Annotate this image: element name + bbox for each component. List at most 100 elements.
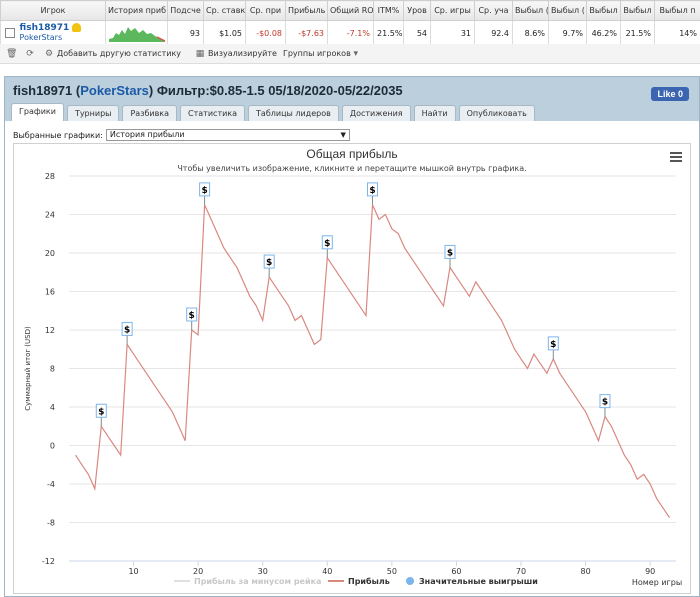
stat-cell: -$0.08 bbox=[245, 20, 286, 46]
x-tick-label: 30 bbox=[258, 567, 268, 576]
tab-6[interactable]: Найти bbox=[413, 105, 456, 121]
chart-selector-value: История прибыли bbox=[109, 130, 185, 139]
refresh-button[interactable]: ⟳ bbox=[25, 49, 38, 59]
y-tick-label: -12 bbox=[42, 557, 55, 566]
big-win-label: $ bbox=[369, 186, 375, 196]
stat-cell: 31 bbox=[430, 20, 475, 46]
y-tick-label: 4 bbox=[50, 403, 55, 412]
stat-cell: 93 bbox=[167, 20, 204, 46]
y-tick-label: 0 bbox=[50, 442, 55, 451]
chart-selector-row: Выбранные графики: История прибыли ▼ bbox=[13, 129, 350, 141]
row-checkbox[interactable] bbox=[5, 28, 15, 38]
add-stats-label: Добавить другую статистику bbox=[57, 49, 182, 58]
big-win-label: $ bbox=[447, 248, 453, 258]
column-header[interactable]: Подсче bbox=[167, 0, 204, 21]
big-win-flag[interactable] bbox=[186, 307, 198, 322]
column-header[interactable]: Ср. уча bbox=[474, 0, 513, 21]
big-win-flag[interactable] bbox=[199, 182, 211, 197]
player-groups-label: Группы игроков bbox=[282, 49, 351, 58]
tab-5[interactable]: Достижения bbox=[341, 105, 411, 121]
big-win-flag[interactable] bbox=[321, 235, 333, 250]
player-name-link[interactable]: fish18971 bbox=[19, 23, 70, 33]
stat-cell: 8.6% bbox=[512, 20, 549, 46]
column-header[interactable]: Игрок bbox=[0, 0, 106, 21]
y-tick-label: 12 bbox=[45, 326, 55, 335]
column-header[interactable]: Выбыл ( bbox=[548, 0, 587, 21]
big-win-flag[interactable] bbox=[599, 394, 611, 409]
column-header[interactable]: Выбыл bbox=[586, 0, 621, 21]
stat-cell: -$7.63 bbox=[285, 20, 328, 46]
trophy-icon bbox=[71, 23, 81, 32]
panel-site-link[interactable]: PokerStars bbox=[80, 82, 149, 98]
chart-icon: ▦ bbox=[195, 48, 205, 59]
big-win-flag[interactable] bbox=[547, 336, 559, 351]
column-header[interactable]: История приб bbox=[105, 0, 168, 21]
player-site-link[interactable]: PokerStars bbox=[19, 33, 63, 42]
big-win-label: $ bbox=[201, 186, 207, 196]
column-header[interactable]: Выбыл bbox=[620, 0, 655, 21]
stat-cell: 14% bbox=[654, 20, 700, 46]
stat-cell: 46.2% bbox=[586, 20, 621, 46]
y-tick-label: 16 bbox=[45, 288, 55, 297]
legend-wins-label: Значительные выигрыши bbox=[419, 577, 538, 586]
x-tick-label: 40 bbox=[322, 567, 332, 576]
y-tick-label: -8 bbox=[47, 519, 55, 528]
delete-button[interactable]: 🗑 bbox=[6, 49, 19, 59]
player-groups-dropdown[interactable]: Группы игроков ▾ bbox=[283, 49, 364, 59]
big-win-label: $ bbox=[266, 258, 272, 268]
big-win-label: $ bbox=[602, 398, 608, 408]
y-tick-label: 24 bbox=[45, 211, 55, 220]
legend-wins-swatch bbox=[406, 577, 414, 585]
chart-subtitle: Чтобы увеличить изображение, кликните и … bbox=[177, 164, 526, 173]
column-header[interactable]: Выбыл ( bbox=[512, 0, 549, 21]
profit-series-line[interactable] bbox=[74, 204, 670, 519]
profit-chart-svg[interactable]: Общая прибыль Чтобы увеличить изображение… bbox=[14, 144, 690, 593]
player-cell[interactable]: fish18971 PokerStars bbox=[0, 20, 106, 46]
tab-3[interactable]: Статистика bbox=[180, 105, 246, 121]
big-win-label: $ bbox=[550, 340, 556, 350]
tab-4[interactable]: Таблицы лидеров bbox=[248, 105, 339, 121]
big-win-flag[interactable] bbox=[444, 244, 456, 259]
facebook-like-button[interactable]: Like 0 bbox=[651, 87, 689, 101]
y-tick-label: -4 bbox=[47, 480, 55, 489]
column-header[interactable]: ITM% bbox=[373, 0, 404, 21]
profit-history-sparkline-cell[interactable] bbox=[105, 20, 168, 46]
table-row[interactable]: fish18971 PokerStars 93 $1.05 -$0.08 -$7… bbox=[0, 20, 700, 46]
stat-cell: 92.4 bbox=[474, 20, 513, 46]
tab-1[interactable]: Турниры bbox=[66, 105, 120, 121]
stats-table: Игрок История приб Подсче Ср. ставк Ср. при П… bbox=[0, 0, 700, 46]
big-win-label: $ bbox=[98, 407, 104, 417]
profit-chart[interactable]: Общая прибыль Чтобы увеличить изображение… bbox=[13, 143, 691, 594]
x-tick-label: 90 bbox=[645, 567, 655, 576]
column-header[interactable]: Прибыль bbox=[285, 0, 328, 21]
trash-icon: 🗑 bbox=[6, 48, 18, 59]
column-header[interactable]: Уров bbox=[403, 0, 431, 21]
profit-sparkline[interactable] bbox=[107, 21, 167, 43]
menu-icon[interactable] bbox=[670, 152, 682, 164]
big-win-flag[interactable] bbox=[263, 254, 275, 269]
panel-player-name: fish18971 bbox=[13, 82, 73, 98]
big-win-flag[interactable] bbox=[95, 403, 107, 418]
add-stats-button[interactable]: ⚙ Добавить другую статистику bbox=[44, 49, 181, 59]
visualize-label: Визуализируйте bbox=[208, 49, 277, 58]
column-header[interactable]: Выбыл п bbox=[654, 0, 700, 21]
column-header[interactable]: Общий RO bbox=[327, 0, 374, 21]
like-label: Like 0 bbox=[657, 89, 683, 99]
tab-7[interactable]: Опубликовать bbox=[458, 105, 535, 121]
stats-header-row: Игрок История приб Подсче Ср. ставк Ср. при П… bbox=[0, 0, 700, 21]
big-win-flag[interactable] bbox=[367, 182, 378, 197]
tab-0[interactable]: Графики bbox=[11, 103, 64, 121]
column-header[interactable]: Ср. игры bbox=[430, 0, 475, 21]
x-tick-label: 80 bbox=[581, 567, 591, 576]
big-win-flag[interactable] bbox=[121, 321, 133, 336]
visualize-button[interactable]: ▦ Визуализируйте bbox=[195, 49, 277, 59]
legend-profit-label: Прибыль bbox=[348, 576, 390, 586]
column-header[interactable]: Ср. при bbox=[245, 0, 286, 21]
stat-cell: 9.7% bbox=[548, 20, 587, 46]
y-tick-label: 20 bbox=[45, 249, 55, 258]
y-tick-label: 8 bbox=[50, 365, 55, 374]
tab-2[interactable]: Разбивка bbox=[122, 105, 178, 121]
stat-cell: 54 bbox=[403, 20, 431, 46]
chart-selector[interactable]: История прибыли ▼ bbox=[105, 129, 350, 141]
column-header[interactable]: Ср. ставк bbox=[203, 0, 246, 21]
